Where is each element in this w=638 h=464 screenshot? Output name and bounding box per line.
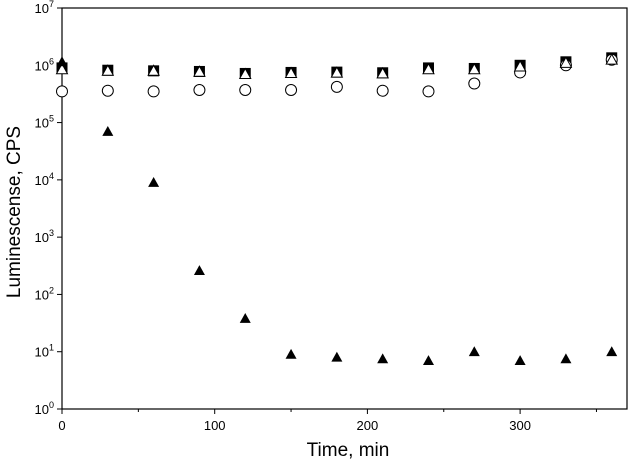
marker-open-circle [422,85,435,98]
x-tick-label: 0 [58,418,65,433]
marker-filled-triangle [377,353,389,364]
y-tick-label: 106 [35,56,54,73]
y-tick-label: 100 [35,400,54,417]
y-tick-label: 107 [35,0,54,16]
marker-filled-triangle [468,346,480,357]
y-axis: 100 101 102 103 104 105 106 107 [35,0,62,417]
y-axis-label: Luminescense, CPS [4,126,25,298]
marker-open-triangle [559,56,573,68]
marker-filled-triangle [56,56,68,67]
marker-open-triangle [238,67,252,80]
marker-open-circle [468,77,481,90]
marker-open-triangle [101,64,115,76]
marker-open-circle [285,84,298,97]
marker-open-triangle [376,66,390,79]
marker-open-circle [376,84,389,97]
marker-open-circle [193,84,206,97]
marker-filled-triangle [102,125,114,136]
marker-filled-triangle [285,348,297,359]
plot-frame [61,7,628,410]
x-axis: 0 100 200 300 [58,409,597,433]
marker-open-triangle [55,62,69,75]
y-tick-label: 103 [35,228,54,245]
marker-open-triangle [513,60,527,72]
marker-filled-triangle [422,355,434,365]
y-tick-label: 104 [35,171,54,188]
marker-filled-triangle [148,176,160,187]
y-tick-label: 101 [35,343,54,360]
marker-filled-triangle [560,353,572,364]
marker-filled-triangle [239,313,251,323]
marker-open-triangle [422,62,435,75]
x-tick-label: 200 [357,418,379,433]
marker-open-triangle [330,66,344,78]
marker-open-triangle [147,64,160,76]
x-axis-label: Time, min [307,440,390,461]
marker-open-circle [330,80,343,93]
marker-open-triangle [467,62,481,75]
y-tick-label: 105 [35,114,54,131]
marker-open-circle [56,85,68,98]
marker-open-circle [101,84,114,97]
marker-open-triangle [193,65,206,77]
marker-open-circle [147,85,160,98]
marker-filled-triangle [193,265,205,276]
plot-border [61,7,628,410]
marker-open-circle [239,84,252,97]
y-tick-label: 102 [35,285,54,302]
marker-open-triangle [284,66,298,79]
marker-filled-triangle [606,346,618,357]
x-tick-label: 300 [509,418,531,433]
marker-filled-triangle [514,355,526,365]
marker-open-triangle [605,53,619,65]
marker-filled-triangle [331,351,343,362]
x-tick-label: 100 [204,418,226,433]
data-markers [55,52,619,365]
